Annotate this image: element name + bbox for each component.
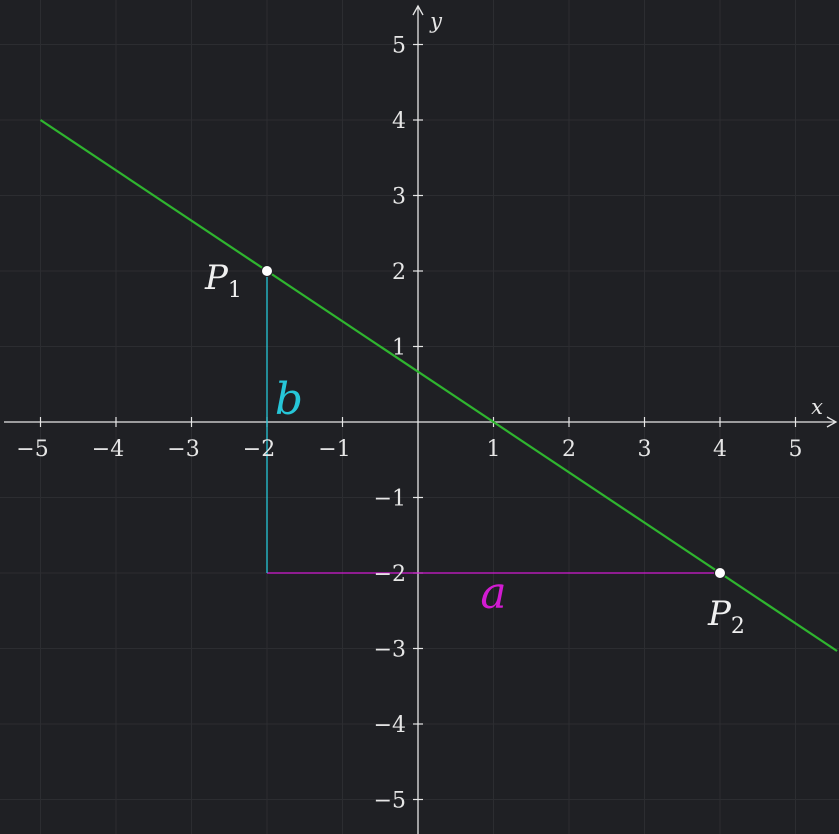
y-tick-label: 3: [392, 185, 406, 210]
axes: [4, 4, 838, 834]
segments: [266, 271, 720, 574]
y-tick-label: −4: [374, 713, 406, 738]
y-axis-arrow: [412, 4, 424, 16]
x-axis-arrow: [826, 416, 838, 428]
segment-b-label: b: [275, 374, 303, 425]
y-tick-label: 2: [392, 260, 406, 285]
x-tick-label: −5: [16, 437, 48, 462]
series: [39, 119, 838, 652]
x-tick-label: −3: [167, 437, 199, 462]
point-label: P1: [204, 258, 242, 303]
y-axis-label: y: [429, 9, 443, 33]
y-tick-label: −3: [374, 638, 406, 663]
x-tick-label: −1: [318, 437, 350, 462]
x-tick-label: 5: [789, 437, 803, 462]
x-tick-label: 2: [562, 437, 576, 462]
segment-a-label: a: [480, 568, 506, 619]
point-P2: [714, 567, 726, 579]
y-tick-label: 1: [392, 336, 406, 361]
x-tick-label: −2: [243, 437, 275, 462]
x-tick-label: −4: [92, 437, 124, 462]
y-tick-label: −2: [374, 562, 406, 587]
x-tick-label: 4: [713, 437, 727, 462]
point-label: P2: [707, 594, 745, 639]
y-tick-label: −5: [374, 789, 406, 814]
y-tick-label: −1: [374, 487, 406, 512]
series-line: [39, 119, 838, 652]
points: [261, 265, 726, 579]
point-P1: [261, 265, 273, 277]
y-tick-label: 5: [392, 34, 406, 59]
x-tick-label: 1: [487, 437, 501, 462]
x-axis-label: x: [811, 395, 823, 419]
x-tick-label: 3: [638, 437, 652, 462]
y-tick-label: 4: [392, 109, 406, 134]
